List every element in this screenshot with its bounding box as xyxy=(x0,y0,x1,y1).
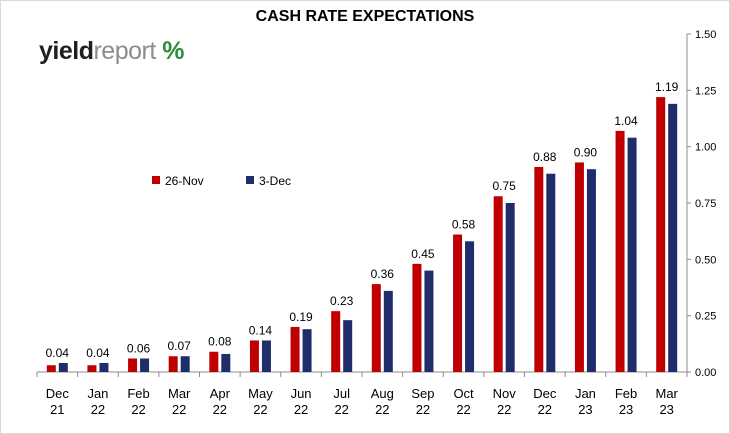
x-tick-label-month: Nov xyxy=(493,386,517,401)
y-tick-label: 0.75 xyxy=(695,198,716,210)
bar-26-nov xyxy=(534,166,544,372)
data-label: 0.58 xyxy=(452,218,476,232)
data-label: 0.04 xyxy=(46,346,70,360)
legend-swatch xyxy=(246,176,254,184)
bar-26-nov xyxy=(168,356,178,372)
x-tick-label-year: 22 xyxy=(131,402,145,417)
bar-3-dec xyxy=(99,362,109,372)
bar-26-nov xyxy=(331,311,341,372)
y-tick-label: 0.25 xyxy=(695,311,716,323)
y-tick-label: 1.00 xyxy=(695,142,716,154)
x-tick-label-month: Jan xyxy=(575,386,596,401)
bar-3-dec xyxy=(221,353,231,372)
x-tick-label-year: 22 xyxy=(416,402,430,417)
x-tick-label-month: Jun xyxy=(291,386,312,401)
bar-3-dec xyxy=(546,173,556,372)
x-tick-label-month: Feb xyxy=(127,386,149,401)
bar-26-nov xyxy=(615,130,625,372)
logo-percent-icon: % xyxy=(162,37,184,65)
bar-3-dec xyxy=(505,203,515,372)
y-tick-label: 1.50 xyxy=(695,29,716,41)
data-label: 0.90 xyxy=(574,145,598,159)
yieldreport-logo: yieldreport % xyxy=(39,37,184,66)
bar-3-dec xyxy=(383,290,393,372)
x-tick-label-year: 22 xyxy=(253,402,267,417)
bar-26-nov xyxy=(412,263,422,372)
legend-swatch xyxy=(152,176,160,184)
x-tick-label-month: Aug xyxy=(371,386,394,401)
bar-3-dec xyxy=(424,270,434,372)
data-label: 0.06 xyxy=(127,341,151,355)
x-tick-label-year: 22 xyxy=(334,402,348,417)
x-tick-label-month: May xyxy=(248,386,273,401)
bar-3-dec xyxy=(343,320,353,372)
data-label: 0.36 xyxy=(371,267,395,281)
bar-3-dec xyxy=(261,340,271,372)
x-tick-label-year: 22 xyxy=(538,402,552,417)
x-tick-label-year: 23 xyxy=(659,402,673,417)
x-tick-label-year: 22 xyxy=(456,402,470,417)
bar-26-nov xyxy=(46,365,56,372)
bar-26-nov xyxy=(493,196,503,372)
bar-3-dec xyxy=(58,362,68,372)
bar-26-nov xyxy=(453,234,463,372)
bar-3-dec xyxy=(668,103,678,372)
x-tick-label-year: 22 xyxy=(375,402,389,417)
data-label: 0.07 xyxy=(168,339,192,353)
x-tick-label-year: 22 xyxy=(172,402,186,417)
data-label: 1.19 xyxy=(655,80,679,94)
bar-26-nov xyxy=(128,358,138,372)
x-tick-label-month: Jan xyxy=(87,386,108,401)
x-tick-label-year: 23 xyxy=(578,402,592,417)
bar-26-nov xyxy=(290,326,300,372)
data-label: 0.08 xyxy=(208,335,232,349)
x-tick-label-month: Apr xyxy=(210,386,231,401)
bar-3-dec xyxy=(465,241,475,372)
data-label: 0.75 xyxy=(493,179,517,193)
bar-26-nov xyxy=(656,97,666,373)
x-tick-label-month: Jul xyxy=(333,386,350,401)
x-tick-label-year: 22 xyxy=(213,402,227,417)
data-label: 0.19 xyxy=(289,310,313,324)
data-label: 0.23 xyxy=(330,294,354,308)
x-tick-label-month: Dec xyxy=(46,386,70,401)
legend-label: 3-Dec xyxy=(259,174,291,188)
data-label: 0.45 xyxy=(411,247,435,261)
data-label: 0.14 xyxy=(249,323,273,337)
bar-26-nov xyxy=(87,365,97,372)
y-tick-label: 0.50 xyxy=(695,254,716,266)
x-tick-label-month: Sep xyxy=(411,386,434,401)
bar-26-nov xyxy=(209,351,219,372)
legend-label: 26-Nov xyxy=(165,174,204,188)
x-tick-label-year: 23 xyxy=(619,402,633,417)
bar-3-dec xyxy=(586,169,596,372)
bar-26-nov xyxy=(249,340,259,372)
x-tick-label-year: 22 xyxy=(294,402,308,417)
data-label: 1.04 xyxy=(614,114,638,128)
bar-3-dec xyxy=(302,329,312,372)
x-tick-label-year: 22 xyxy=(91,402,105,417)
bar-3-dec xyxy=(180,356,190,372)
bar-3-dec xyxy=(627,137,637,372)
bar-3-dec xyxy=(140,358,150,372)
x-tick-label-month: Oct xyxy=(453,386,474,401)
bar-26-nov xyxy=(574,162,584,372)
x-tick-label-month: Mar xyxy=(168,386,191,401)
x-tick-label-month: Mar xyxy=(655,386,678,401)
bar-26-nov xyxy=(371,284,381,372)
x-tick-label-month: Feb xyxy=(615,386,637,401)
logo-word-report: report xyxy=(93,37,156,65)
chart-title: CASH RATE EXPECTATIONS xyxy=(255,8,475,25)
data-label: 0.04 xyxy=(86,346,110,360)
x-tick-label-year: 21 xyxy=(50,402,64,417)
logo-word-yield: yield xyxy=(39,37,94,65)
data-label: 0.88 xyxy=(533,150,557,164)
y-tick-label: 1.25 xyxy=(695,85,716,97)
x-tick-label-month: Dec xyxy=(533,386,557,401)
x-tick-label-year: 22 xyxy=(497,402,511,417)
y-tick-label: 0.00 xyxy=(695,367,716,379)
